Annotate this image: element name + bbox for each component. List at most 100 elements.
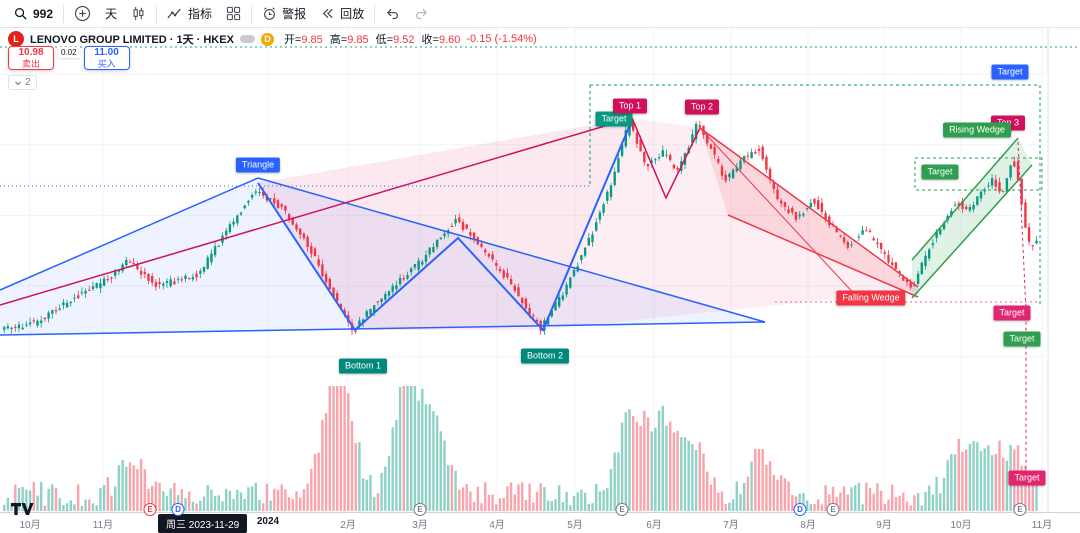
rising-wedge-badge[interactable]: Rising Wedge — [943, 122, 1011, 138]
volume-bar — [43, 505, 47, 511]
candle — [661, 150, 664, 157]
target-badge[interactable]: Target — [1003, 331, 1041, 347]
volume-bar — [250, 486, 254, 511]
pattern-fill[interactable] — [258, 118, 632, 330]
candle — [791, 208, 794, 213]
add-symbol-button[interactable] — [67, 2, 98, 26]
redo-button[interactable] — [407, 2, 436, 26]
target-badge[interactable]: Target — [993, 305, 1031, 321]
earnings-marker[interactable]: E — [143, 503, 157, 516]
target-badge[interactable]: Target — [1008, 470, 1046, 486]
dividend-marker[interactable]: D — [793, 503, 807, 516]
pattern-line[interactable] — [0, 117, 633, 306]
top-1-badge[interactable]: Top 1 — [612, 98, 648, 114]
volume-bar — [883, 503, 886, 511]
volume-bar — [424, 404, 428, 511]
tradingview-logo[interactable] — [10, 502, 34, 521]
pattern-line[interactable] — [914, 157, 1043, 191]
volume-bar — [791, 494, 794, 511]
pattern-line[interactable] — [0, 177, 259, 291]
pattern-fill[interactable] — [912, 138, 1032, 298]
volume-bar — [868, 488, 872, 511]
object-tree-toggle[interactable]: 2 — [8, 75, 37, 90]
indicators-button[interactable]: 指标 — [160, 2, 219, 26]
layout-grid-button[interactable] — [219, 2, 248, 26]
ohlc-values: 开=9.85 高=9.85 低=9.52 收=9.60 — [284, 31, 460, 47]
earnings-marker[interactable]: E — [826, 503, 840, 516]
candle — [558, 296, 561, 307]
chart-area[interactable]: Triangle Bottom 1 Bottom 2 Target Top 1 Top 2… — [0, 28, 1080, 533]
candle — [783, 202, 787, 207]
volume-bar — [750, 461, 753, 511]
volume-bar — [709, 484, 713, 511]
volume-bar — [1031, 485, 1034, 511]
volume-bar — [676, 430, 679, 511]
grid-layout-icon — [226, 6, 241, 21]
candle — [262, 192, 265, 196]
pattern-fill[interactable] — [0, 178, 765, 335]
falling-wedge-badge[interactable]: Falling Wedge — [836, 290, 906, 306]
volume-bar — [898, 495, 901, 511]
time-axis[interactable]: 10月 11月 2024 2月 3月 4月 5月 6月 7月 8月 9月 10月 11月 周三 2023… — [0, 512, 1080, 533]
bottom-1-badge[interactable]: Bottom 1 — [338, 358, 388, 374]
triangle-badge[interactable]: Triangle — [235, 157, 281, 173]
pattern-line[interactable] — [0, 321, 766, 336]
candle — [672, 164, 676, 169]
candle — [1016, 161, 1020, 180]
target-badge[interactable]: Target — [991, 64, 1029, 80]
volume-bar — [469, 491, 472, 511]
chart-type-button[interactable] — [124, 2, 153, 26]
chart-canvas[interactable] — [0, 28, 1080, 531]
buy-button[interactable]: 11.00 买入 — [83, 46, 130, 70]
earnings-marker[interactable]: E — [413, 503, 427, 516]
candle — [328, 279, 331, 290]
pattern-line[interactable] — [257, 119, 633, 332]
candle — [443, 233, 446, 237]
ohlc-pair: 开=9.85 — [283, 34, 323, 46]
delayed-data-badge[interactable]: D — [260, 32, 274, 46]
interval-button[interactable]: 天 — [98, 2, 124, 26]
candle — [469, 232, 472, 236]
candle — [406, 275, 409, 279]
sell-button[interactable]: 10.98 卖出 — [8, 46, 54, 70]
target-badge[interactable]: Target — [921, 164, 959, 180]
volume-bar — [1024, 465, 1027, 511]
candle — [480, 243, 483, 247]
source-pill-icon[interactable] — [239, 35, 255, 43]
volume-bar — [572, 496, 576, 511]
volume-bar — [402, 386, 405, 511]
dividend-marker[interactable]: D — [171, 503, 185, 516]
symbol-title[interactable]: LENOVO GROUP LIMITED · 1天 · HKEX — [30, 34, 234, 46]
symbol-logo[interactable]: L — [8, 31, 24, 47]
earnings-marker[interactable]: E — [1013, 503, 1027, 516]
volume-bar — [328, 386, 331, 511]
pattern-line[interactable] — [257, 177, 766, 323]
top-2-badge[interactable]: Top 2 — [684, 99, 720, 115]
undo-button[interactable] — [378, 2, 407, 26]
pattern-line[interactable] — [911, 164, 1033, 299]
volume-bar — [672, 432, 676, 511]
pattern-line[interactable] — [699, 127, 919, 288]
pattern-line[interactable] — [727, 214, 919, 298]
bottom-2-badge[interactable]: Bottom 2 — [520, 348, 570, 364]
candle — [717, 158, 720, 163]
symbol-search-button[interactable]: 992 — [6, 2, 60, 26]
replay-button[interactable]: 回放 — [313, 2, 371, 26]
spread-value: 0.02 — [58, 47, 80, 58]
volume-bar — [854, 485, 857, 511]
candle — [206, 257, 209, 269]
volume-bar — [495, 504, 498, 511]
pattern-line[interactable] — [699, 127, 861, 301]
pattern-line[interactable] — [631, 117, 701, 200]
earnings-marker[interactable]: E — [615, 503, 629, 516]
candle — [391, 285, 394, 292]
candle — [506, 272, 509, 278]
alerts-button[interactable]: 警报 — [255, 2, 313, 26]
volume-bar — [3, 504, 6, 511]
target-badge[interactable]: Target — [595, 111, 633, 127]
candle — [254, 191, 257, 193]
candle — [91, 286, 95, 289]
pattern-fill[interactable] — [700, 128, 918, 297]
pattern-fill[interactable] — [543, 118, 918, 330]
volume-bar — [994, 453, 997, 511]
